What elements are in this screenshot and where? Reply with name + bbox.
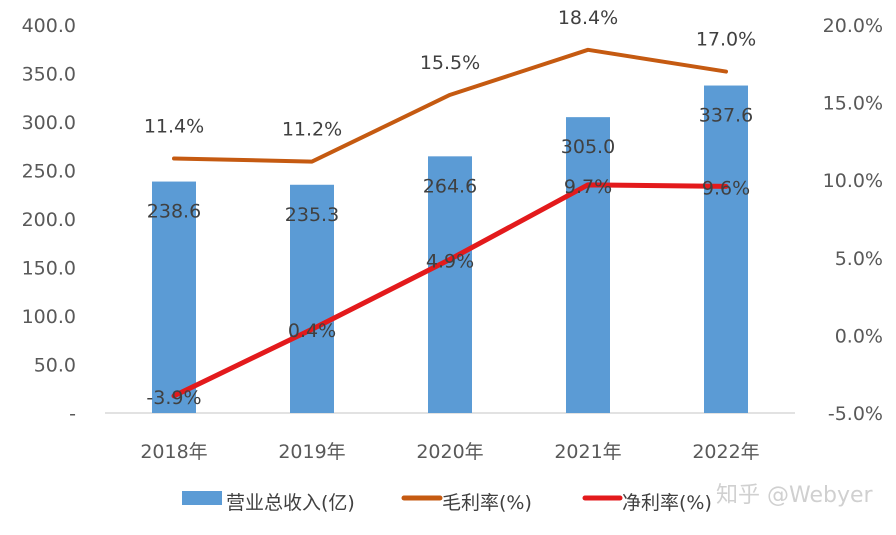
x-axis: 2018年 2019年 2020年 2021年 2022年 [140, 441, 759, 463]
right-axis: 20.0% 15.0% 10.0% 5.0% 0.0% -5.0% [823, 15, 883, 425]
right-tick-label: 20.0% [823, 15, 883, 37]
net-margin-label: 9.7% [564, 176, 612, 198]
bar-data-labels: 238.6 235.3 264.6 305.0 337.6 [147, 105, 753, 226]
bar-revenue [566, 117, 610, 414]
right-tick-label: -5.0% [828, 403, 883, 425]
bar-data-label: 305.0 [561, 136, 615, 158]
right-tick-label: 10.0% [823, 170, 883, 192]
left-tick-label: 150.0 [22, 258, 76, 280]
left-tick-label: 250.0 [22, 161, 76, 183]
x-tick-label: 2019年 [278, 441, 345, 463]
gross-margin-label: 15.5% [420, 52, 480, 74]
bar-revenue [704, 85, 748, 413]
watermark: 知乎 @Webyer [716, 483, 874, 508]
legend-swatch-revenue [182, 491, 222, 505]
net-margin-label: 4.9% [426, 250, 474, 272]
bar-series-revenue [152, 85, 748, 414]
bar-data-label: 235.3 [285, 204, 339, 226]
bar-revenue [290, 184, 334, 413]
bar-data-label: 238.6 [147, 201, 201, 223]
bar-data-label: 337.6 [699, 105, 753, 127]
left-axis: 400.0 350.0 300.0 250.0 200.0 150.0 100.0 50.0 - [22, 15, 76, 425]
legend-label-net-margin: 净利率(%) [622, 492, 712, 514]
legend: 营业总收入(亿) 毛利率(%) 净利率(%) [182, 491, 712, 514]
legend-label-gross-margin: 毛利率(%) [442, 492, 532, 514]
left-tick-label: 300.0 [22, 112, 76, 134]
bar-data-label: 264.6 [423, 175, 477, 197]
gross-margin-label: 11.4% [144, 115, 204, 137]
left-tick-label: 400.0 [22, 15, 76, 37]
bar-revenue [152, 181, 196, 413]
line-data-labels: 11.4% 11.2% 15.5% 18.4% 17.0% -3.9% 0.4% 4.9% 9.… [144, 7, 756, 409]
line-series-group [171, 47, 729, 399]
x-tick-label: 2021年 [554, 441, 621, 463]
x-tick-label: 2022年 [692, 441, 759, 463]
net-margin-label: 9.6% [702, 177, 750, 199]
left-tick-label: 350.0 [22, 64, 76, 86]
legend-label-revenue: 营业总收入(亿) [226, 492, 355, 514]
x-tick-label: 2018年 [140, 441, 207, 463]
left-tick-label: 100.0 [22, 306, 76, 328]
gross-margin-label: 11.2% [282, 119, 342, 141]
bar-revenue [428, 156, 472, 413]
right-tick-label: 0.0% [835, 325, 883, 347]
right-tick-label: 15.0% [823, 93, 883, 115]
left-tick-label: 50.0 [34, 355, 76, 377]
left-tick-label: 200.0 [22, 209, 76, 231]
net-margin-label: 0.4% [288, 320, 336, 342]
gross-margin-label: 18.4% [558, 7, 618, 29]
right-tick-label: 5.0% [835, 248, 883, 270]
left-tick-label: - [69, 403, 76, 425]
net-margin-label: -3.9% [146, 387, 201, 409]
gross-margin-label: 17.0% [696, 29, 756, 51]
x-tick-label: 2020年 [416, 441, 483, 463]
